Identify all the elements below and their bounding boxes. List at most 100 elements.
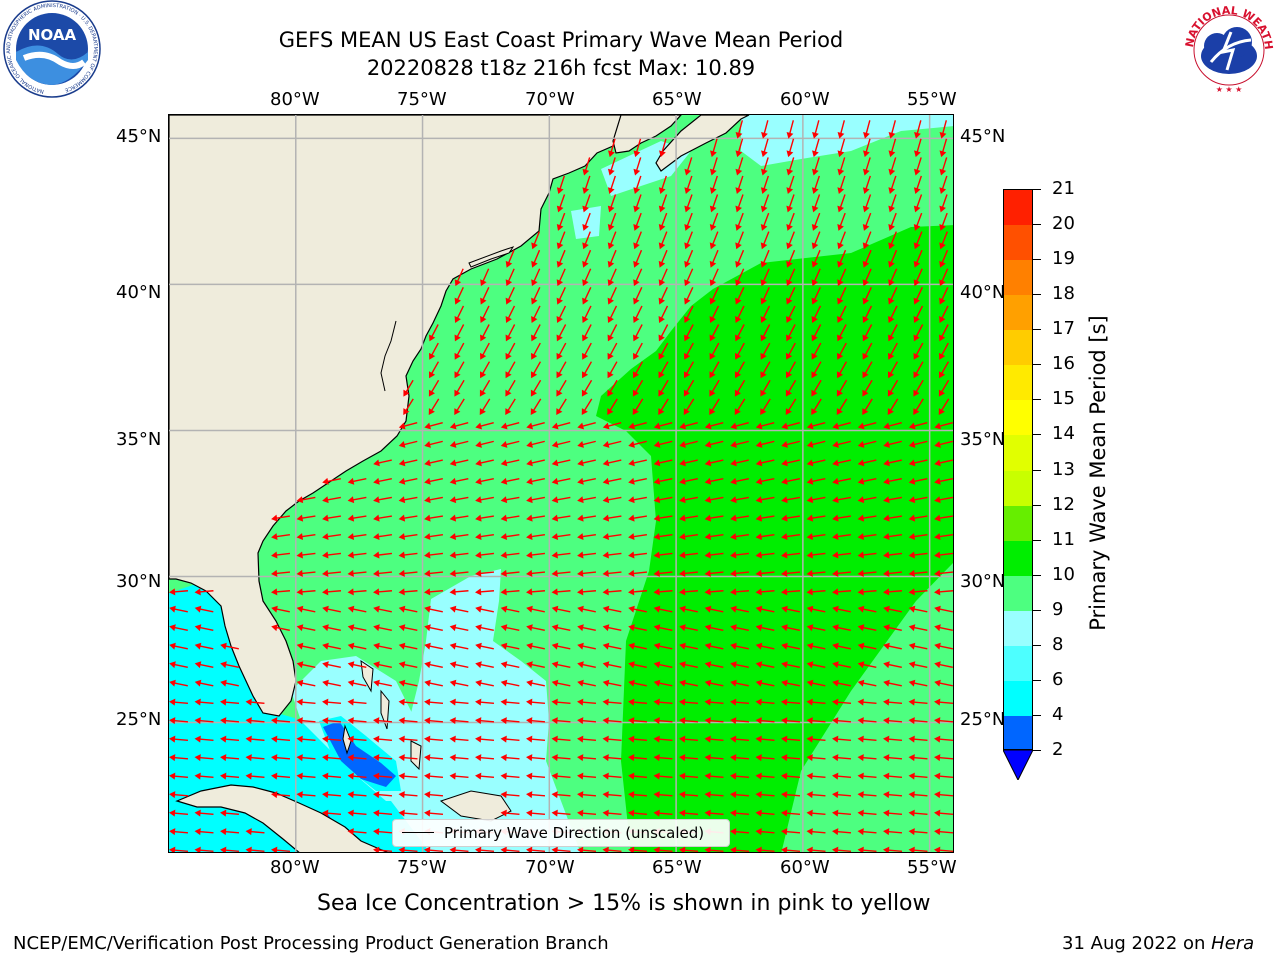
red-direction-arrow-icon: [424, 440, 443, 448]
red-direction-arrow-icon: [220, 679, 239, 687]
red-direction-arrow-icon: [398, 809, 418, 817]
red-direction-arrow-icon: [908, 772, 928, 780]
red-direction-arrow-icon: [806, 477, 826, 485]
red-direction-arrow-icon: [832, 735, 852, 743]
red-direction-arrow-icon: [245, 717, 265, 725]
red-direction-arrow-icon: [760, 361, 771, 379]
red-direction-arrow-icon: [500, 846, 520, 852]
red-direction-arrow-icon: [939, 342, 949, 360]
red-direction-arrow-icon: [857, 624, 877, 632]
red-direction-arrow-icon: [607, 157, 616, 176]
red-direction-arrow-icon: [424, 551, 444, 559]
red-direction-arrow-icon: [934, 698, 953, 706]
red-direction-arrow-icon: [832, 642, 851, 650]
red-direction-arrow-icon: [653, 440, 673, 448]
red-direction-arrow-icon: [704, 422, 724, 430]
red-direction-arrow-icon: [628, 422, 647, 430]
red-direction-arrow-icon: [607, 194, 617, 213]
ocean-period-2-4: [323, 721, 396, 787]
red-direction-arrow-icon: [500, 533, 520, 541]
red-direction-arrow-icon: [322, 533, 342, 541]
red-direction-arrow-icon: [653, 735, 673, 743]
red-direction-arrow-icon: [607, 268, 617, 287]
red-direction-arrow-icon: [730, 679, 749, 687]
red-direction-arrow-icon: [755, 477, 775, 485]
red-direction-arrow-icon: [704, 440, 724, 448]
red-direction-arrow-icon: [556, 305, 567, 323]
red-direction-arrow-icon: [577, 754, 597, 762]
red-direction-arrow-icon: [811, 342, 822, 360]
colorbar-segment: [1004, 190, 1032, 226]
red-direction-arrow-icon: [322, 605, 341, 613]
red-direction-arrow-icon: [938, 361, 950, 379]
red-direction-arrow-icon: [730, 828, 750, 836]
red-direction-arrow-icon: [653, 809, 673, 817]
red-direction-arrow-icon: [934, 459, 953, 467]
red-direction-arrow-icon: [633, 138, 642, 158]
colorbar-segment: [1004, 470, 1032, 506]
red-direction-arrow-icon: [551, 440, 571, 448]
red-direction-arrow-icon: [454, 342, 465, 360]
red-direction-arrow-icon: [296, 514, 316, 522]
red-direction-arrow-icon: [755, 642, 775, 650]
red-direction-arrow-icon: [883, 459, 902, 467]
red-direction-arrow-icon: [704, 679, 724, 687]
red-direction-arrow-icon: [888, 157, 897, 176]
red-direction-arrow-icon: [755, 735, 775, 743]
red-direction-arrow-icon: [347, 828, 367, 836]
red-direction-arrow-icon: [760, 249, 770, 268]
red-direction-arrow-icon: [398, 624, 418, 632]
red-direction-arrow-icon: [169, 791, 189, 799]
red-direction-arrow-icon: [602, 569, 622, 577]
red-direction-arrow-icon: [424, 698, 444, 706]
colorbar-segment: [1004, 680, 1032, 716]
red-direction-arrow-icon: [398, 735, 418, 743]
red-direction-arrow-icon: [939, 287, 949, 305]
lon-tick-bottom: 70°W: [525, 857, 575, 878]
red-direction-arrow-icon: [271, 754, 291, 762]
lon-tick-bottom: 65°W: [652, 857, 702, 878]
red-direction-arrow-icon: [628, 642, 647, 650]
map-panel: [168, 114, 954, 853]
red-direction-arrow-icon: [373, 624, 392, 632]
red-direction-arrow-icon: [806, 809, 826, 817]
red-direction-arrow-icon: [832, 698, 852, 706]
red-direction-arrow-icon: [602, 422, 622, 430]
red-direction-arrow-icon: [526, 496, 545, 504]
red-direction-arrow-icon: [551, 846, 571, 852]
red-direction-arrow-icon: [296, 642, 316, 650]
red-direction-arrow-icon: [679, 735, 699, 743]
colorbar-segment: [1004, 330, 1032, 366]
red-direction-arrow-icon: [398, 772, 418, 780]
red-direction-arrow-icon: [398, 754, 418, 762]
red-direction-arrow-icon: [806, 569, 826, 577]
red-direction-arrow-icon: [684, 231, 693, 250]
red-direction-arrow-icon: [526, 846, 546, 852]
red-direction-arrow-icon: [862, 175, 871, 194]
red-direction-arrow-icon: [806, 440, 826, 448]
red-direction-arrow-icon: [781, 422, 800, 430]
red-direction-arrow-icon: [373, 754, 393, 762]
red-direction-arrow-icon: [424, 514, 443, 522]
red-direction-arrow-icon: [883, 846, 903, 852]
lat-tick-left: 35°N: [116, 429, 162, 450]
red-direction-arrow-icon: [449, 459, 469, 467]
colorbar-tick-label: 13: [1052, 458, 1075, 480]
red-direction-arrow-icon: [296, 496, 316, 504]
red-direction-arrow-icon: [934, 642, 953, 650]
red-direction-arrow-icon: [373, 477, 392, 485]
red-direction-arrow-icon: [424, 605, 443, 613]
red-direction-arrow-icon: [832, 477, 851, 485]
red-direction-arrow-icon: [551, 661, 571, 669]
red-direction-arrow-icon: [837, 157, 846, 176]
red-direction-arrow-icon: [913, 231, 923, 250]
red-direction-arrow-icon: [628, 496, 647, 504]
red-direction-arrow-icon: [475, 422, 494, 430]
red-direction-arrow-icon: [908, 533, 928, 541]
red-direction-arrow-icon: [556, 398, 567, 416]
red-direction-arrow-icon: [785, 398, 797, 416]
red-direction-arrow-icon: [781, 533, 801, 541]
red-direction-arrow-icon: [373, 846, 393, 852]
red-direction-arrow-icon: [883, 642, 902, 650]
red-direction-arrow-icon: [857, 514, 877, 522]
